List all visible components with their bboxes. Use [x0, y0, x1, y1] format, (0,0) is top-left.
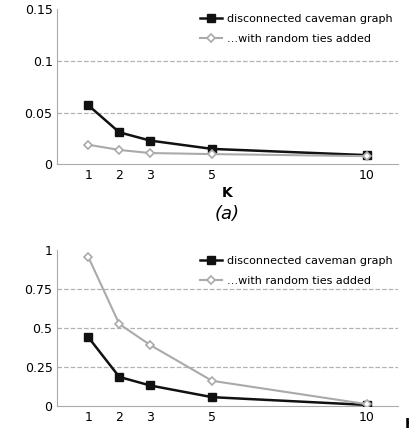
disconnected caveman graph	[364, 402, 369, 407]
…with random ties added	[117, 147, 121, 153]
disconnected caveman graph	[209, 395, 214, 400]
Line: …with random ties added: …with random ties added	[85, 142, 369, 159]
…with random ties added	[364, 153, 369, 159]
disconnected caveman graph	[147, 383, 152, 388]
Text: (a): (a)	[215, 205, 239, 223]
Line: disconnected caveman graph: disconnected caveman graph	[84, 333, 370, 409]
X-axis label: K: K	[222, 186, 232, 200]
Legend: disconnected caveman graph, …with random ties added: disconnected caveman graph, …with random…	[199, 256, 391, 286]
disconnected caveman graph	[209, 146, 214, 152]
disconnected caveman graph	[85, 103, 90, 108]
…with random ties added	[147, 150, 152, 156]
disconnected caveman graph	[147, 138, 152, 143]
Legend: disconnected caveman graph, …with random ties added: disconnected caveman graph, …with random…	[199, 15, 391, 45]
Text: K: K	[404, 417, 409, 430]
Line: …with random ties added: …with random ties added	[85, 254, 369, 407]
…with random ties added	[147, 342, 152, 348]
Line: disconnected caveman graph: disconnected caveman graph	[84, 101, 370, 159]
…with random ties added	[209, 151, 214, 157]
disconnected caveman graph	[117, 130, 121, 135]
…with random ties added	[364, 401, 369, 407]
disconnected caveman graph	[364, 153, 369, 158]
disconnected caveman graph	[117, 374, 121, 380]
…with random ties added	[209, 378, 214, 384]
…with random ties added	[85, 142, 90, 147]
…with random ties added	[117, 321, 121, 327]
…with random ties added	[85, 254, 90, 260]
disconnected caveman graph	[85, 335, 90, 340]
